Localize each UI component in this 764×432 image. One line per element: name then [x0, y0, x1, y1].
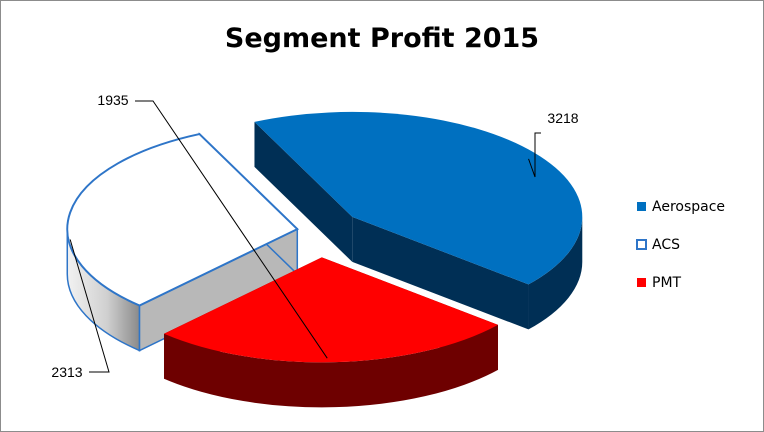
slice-top-acs	[66, 132, 299, 307]
legend-swatch-pmt	[637, 278, 646, 287]
legend-swatch-acs	[636, 239, 647, 250]
data-label-pmt: 1935	[97, 92, 128, 108]
slice-top-aerospace	[254, 111, 583, 285]
slice-acs	[66, 132, 299, 352]
chart-title: Segment Profit 2015	[224, 23, 540, 54]
leader-line-aerospace	[528, 132, 541, 178]
slice-wall-aerospace	[352, 216, 529, 330]
slice-wall-aerospace	[254, 121, 353, 262]
legend-label-aerospace: Aerospace	[652, 199, 725, 215]
data-label-aerospace: 3218	[547, 110, 578, 126]
legend-swatch-aerospace	[637, 202, 646, 211]
slice-top-pmt	[164, 257, 498, 363]
legend-label-acs: ACS	[652, 237, 680, 253]
leader-line-pmt	[135, 100, 328, 359]
slice-side-pmt	[164, 324, 498, 408]
slice-side-aerospace	[528, 216, 583, 330]
leader-line-acs	[69, 239, 110, 373]
slice-aerospace	[254, 111, 583, 330]
legend-label-pmt: PMT	[652, 275, 682, 291]
slice-pmt	[164, 257, 498, 408]
data-label-acs: 2313	[51, 364, 82, 380]
